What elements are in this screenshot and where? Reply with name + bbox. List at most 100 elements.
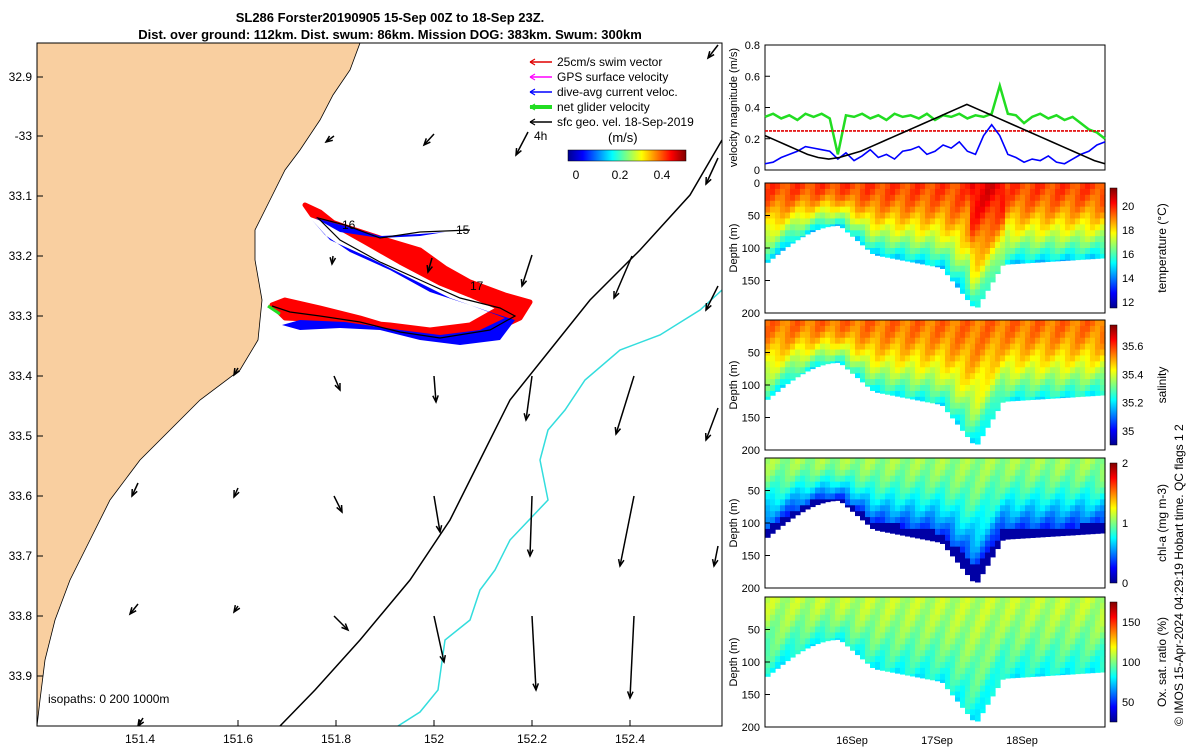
- heatmap-cell: [1035, 481, 1041, 489]
- heatmap-cell: [995, 517, 1001, 524]
- heatmap-cell: [935, 644, 941, 651]
- heatmap-cell: [840, 183, 846, 190]
- heatmap-cell: [865, 325, 871, 333]
- heatmap-cell: [995, 528, 1001, 536]
- heatmap-cell: [985, 248, 991, 255]
- heatmap-cell: [780, 650, 786, 657]
- heatmap-cell: [780, 597, 786, 604]
- heatmap-cell: [920, 331, 926, 339]
- heatmap-cell: [990, 626, 996, 634]
- heatmap-cell: [980, 570, 986, 575]
- heatmap-cell: [965, 183, 971, 190]
- heatmap-cell: [1040, 534, 1046, 538]
- heatmap-cell: [1030, 355, 1036, 362]
- heatmap-cell: [1060, 608, 1066, 616]
- heatmap-cell: [775, 224, 781, 231]
- heatmap-cell: [970, 523, 976, 530]
- heatmap-cell: [825, 224, 831, 228]
- heatmap-cell: [1040, 673, 1046, 677]
- heatmap-cell: [1100, 367, 1106, 374]
- heatmap-cell: [865, 361, 871, 368]
- heatmap-cell: [975, 469, 981, 477]
- heatmap-cell: [805, 361, 811, 368]
- heatmap-cell: [920, 608, 926, 616]
- heatmap-cell: [930, 218, 936, 225]
- heatmap-cell: [1005, 230, 1011, 237]
- heatmap-cell: [995, 224, 1001, 231]
- heatmap-cell: [1035, 523, 1041, 530]
- heatmap-cell: [955, 236, 961, 243]
- heatmap-cell: [925, 528, 931, 536]
- sfc-geo-velocity-arrow: [705, 285, 719, 312]
- heatmap-cell: [925, 523, 931, 530]
- heatmap-cell: [915, 183, 921, 190]
- heatmap-cell: [1080, 361, 1086, 368]
- heatmap-cell: [920, 390, 926, 398]
- colorbar-tick-label: 16: [1122, 249, 1134, 261]
- heatmap-cell: [1030, 667, 1036, 675]
- heatmap-cell: [1055, 620, 1061, 628]
- heatmap-cell: [870, 523, 876, 529]
- heatmap-cell: [1035, 614, 1041, 622]
- heatmap-cell: [890, 487, 896, 495]
- heatmap-cell: [1080, 224, 1086, 231]
- heatmap-cell: [965, 620, 971, 628]
- heatmap-cell: [1100, 361, 1106, 368]
- heatmap-cell: [905, 458, 911, 465]
- heatmap-cell: [800, 320, 806, 327]
- heatmap-cell: [875, 385, 881, 392]
- heatmap-cell: [870, 385, 876, 391]
- heatmap-cell: [915, 458, 921, 465]
- heatmap-cell: [1065, 361, 1071, 368]
- heatmap-cell: [925, 218, 931, 225]
- heatmap-cell: [770, 331, 776, 339]
- heatmap-cell: [890, 650, 896, 657]
- heatmap-cell: [1080, 200, 1086, 208]
- heatmap-cell: [1060, 343, 1066, 351]
- heatmap-cell: [935, 343, 941, 351]
- heatmap-cell: [1005, 650, 1011, 657]
- heatmap-cell: [1060, 620, 1066, 628]
- heatmap-cell: [775, 367, 781, 374]
- heatmap-cell: [1045, 224, 1051, 231]
- heatmap-cell: [940, 188, 946, 196]
- heatmap-cell: [1055, 626, 1061, 634]
- heatmap-cell: [1090, 361, 1096, 368]
- heatmap-cell: [1035, 212, 1041, 220]
- heatmap-cell: [1050, 614, 1056, 622]
- heatmap-cell: [960, 650, 966, 657]
- heatmap-cell: [975, 511, 981, 518]
- heatmap-cell: [990, 685, 996, 693]
- heatmap-cell: [860, 511, 866, 518]
- heatmap-cell: [765, 367, 771, 374]
- heatmap-cell: [925, 481, 931, 489]
- heatmap-cell: [830, 218, 836, 225]
- heatmap-cell: [1095, 355, 1101, 362]
- heatmap-cell: [1045, 602, 1051, 610]
- heatmap-cell: [910, 337, 916, 345]
- heatmap-cell: [820, 337, 826, 345]
- heatmap-cell: [1035, 349, 1041, 357]
- heatmap-cell: [1060, 331, 1066, 339]
- heatmap-cell: [870, 511, 876, 518]
- heatmap-cell: [1075, 638, 1081, 645]
- heatmap-cell: [940, 361, 946, 368]
- heatmap-cell: [890, 511, 896, 518]
- heatmap-cell: [1100, 355, 1106, 362]
- heatmap-cell: [955, 206, 961, 214]
- heatmap-cell: [765, 597, 771, 604]
- heatmap-cell: [1000, 390, 1006, 398]
- heatmap-cell: [915, 188, 921, 196]
- heatmap-cell: [980, 481, 986, 489]
- heatmap-cell: [1040, 355, 1046, 362]
- sfc-geo-velocity-arrow: [626, 615, 635, 700]
- heatmap-cell: [985, 511, 991, 518]
- heatmap-cell: [800, 620, 806, 628]
- heatmap-cell: [955, 271, 961, 279]
- heatmap-cell: [970, 597, 976, 604]
- heatmap-cell: [985, 632, 991, 639]
- heatmap-cell: [990, 638, 996, 645]
- heatmap-cell: [910, 673, 916, 677]
- heatmap-cell: [945, 458, 951, 465]
- heatmap-cell: [1040, 597, 1046, 604]
